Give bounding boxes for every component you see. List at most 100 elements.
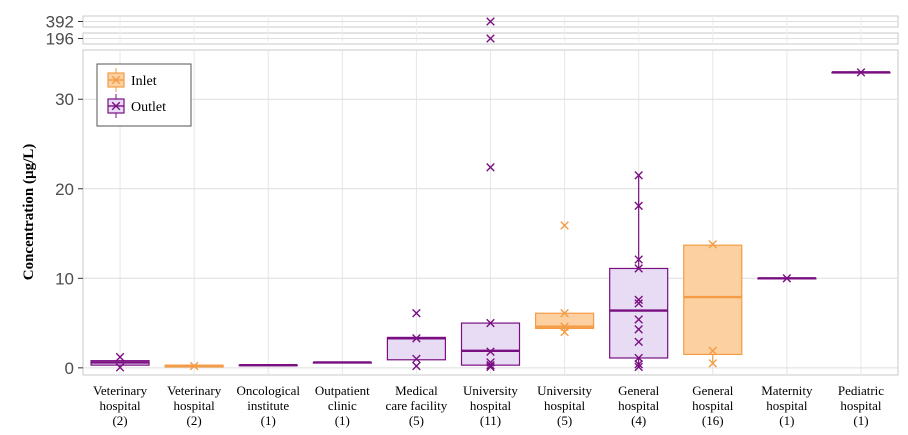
category-label-line: (2) <box>112 413 127 428</box>
data-point-stroke <box>708 346 718 356</box>
data-point <box>412 333 421 343</box>
box-outlet <box>831 68 891 77</box>
data-point <box>560 327 569 337</box>
category-label-line: (1) <box>335 413 350 428</box>
data-point <box>708 239 718 249</box>
category-label-line: (1) <box>853 413 868 428</box>
category-label-line: hospital <box>692 398 734 413</box>
y-tick-label-break: 392 <box>46 13 74 32</box>
data-point <box>634 337 643 347</box>
box-outlet <box>238 363 298 367</box>
legend: Inlet Outlet <box>96 63 192 127</box>
box-iqr <box>460 322 521 366</box>
data-point-stroke <box>708 239 718 249</box>
data-point-stroke <box>634 359 643 369</box>
data-point-stroke <box>115 363 125 372</box>
category-label-line: (1) <box>261 413 276 428</box>
data-point <box>412 361 421 371</box>
y-tick-label: 30 <box>55 90 74 109</box>
data-point-stroke <box>486 360 495 370</box>
category-label-line: Maternity <box>761 383 813 398</box>
data-point-stroke <box>486 162 495 172</box>
data-point <box>782 274 792 283</box>
data-point-stroke <box>486 362 495 372</box>
box-iqr <box>609 267 669 359</box>
data-point-stroke <box>856 68 866 77</box>
data-point-stroke <box>708 359 718 368</box>
y-tick-label: 20 <box>55 180 74 199</box>
data-point-stroke <box>634 295 643 305</box>
category-label-line: Veterinary <box>167 383 222 398</box>
data-point <box>634 295 643 305</box>
data-point <box>708 359 718 368</box>
data-point <box>115 363 125 372</box>
data-point-stroke <box>412 361 421 371</box>
data-point-stroke <box>111 101 121 111</box>
box-marks <box>90 17 891 372</box>
category-label-line: (1) <box>779 413 794 428</box>
box-inlet <box>534 221 595 337</box>
data-point <box>634 325 643 334</box>
data-point <box>486 362 495 372</box>
category-label-line: care facility <box>386 398 448 413</box>
category-label-line: hospital <box>840 398 882 413</box>
data-point <box>634 201 643 211</box>
data-point-stroke <box>560 308 569 318</box>
data-point-stroke <box>412 354 421 364</box>
category-label-line: (2) <box>187 413 202 428</box>
data-point-stroke <box>634 315 643 324</box>
data-point <box>634 171 643 180</box>
category-label-line: hospital <box>544 398 586 413</box>
box-outlet <box>90 352 150 372</box>
category-label-line: hospital <box>470 398 512 413</box>
data-point-stroke <box>560 221 569 230</box>
category-label-line: General <box>618 383 660 398</box>
category-label-line: (11) <box>480 413 501 428</box>
data-point <box>111 101 121 111</box>
category-label-line: (5) <box>557 413 572 428</box>
box-outlet <box>460 162 521 372</box>
data-point-stroke <box>634 362 643 372</box>
category-label-line: (16) <box>702 413 724 428</box>
data-point <box>115 352 125 362</box>
data-point <box>111 75 121 85</box>
box-inlet <box>164 361 224 371</box>
data-point <box>486 318 495 328</box>
data-point-stroke <box>486 347 495 357</box>
category-label-line: University <box>537 383 592 398</box>
data-point <box>634 315 643 324</box>
data-point <box>634 299 643 308</box>
data-point-stroke <box>634 201 643 211</box>
data-point-stroke <box>560 327 569 337</box>
data-point-stroke <box>486 34 495 43</box>
box-outlet <box>386 308 447 371</box>
box-iqr <box>683 244 743 356</box>
data-point <box>560 221 569 230</box>
data-point-stroke <box>486 318 495 328</box>
category-label-line: General <box>692 383 734 398</box>
data-point-stroke <box>634 255 643 264</box>
legend-entry-outlet: Outlet <box>107 94 166 118</box>
data-point-stroke <box>634 337 643 347</box>
y-tick-label: 0 <box>65 359 74 378</box>
data-point <box>560 308 569 318</box>
category-label-line: hospital <box>766 398 808 413</box>
category-label-line: institute <box>247 398 289 413</box>
y-axis-label: Concentration (µg/L) <box>21 144 37 281</box>
data-point <box>486 347 495 357</box>
category-label-line: University <box>463 383 518 398</box>
data-point-stroke <box>189 361 199 371</box>
data-point-stroke <box>634 171 643 180</box>
data-point <box>634 264 643 273</box>
category-label-line: hospital <box>99 398 141 413</box>
data-point <box>486 34 495 43</box>
category-label-line: (4) <box>631 413 646 428</box>
